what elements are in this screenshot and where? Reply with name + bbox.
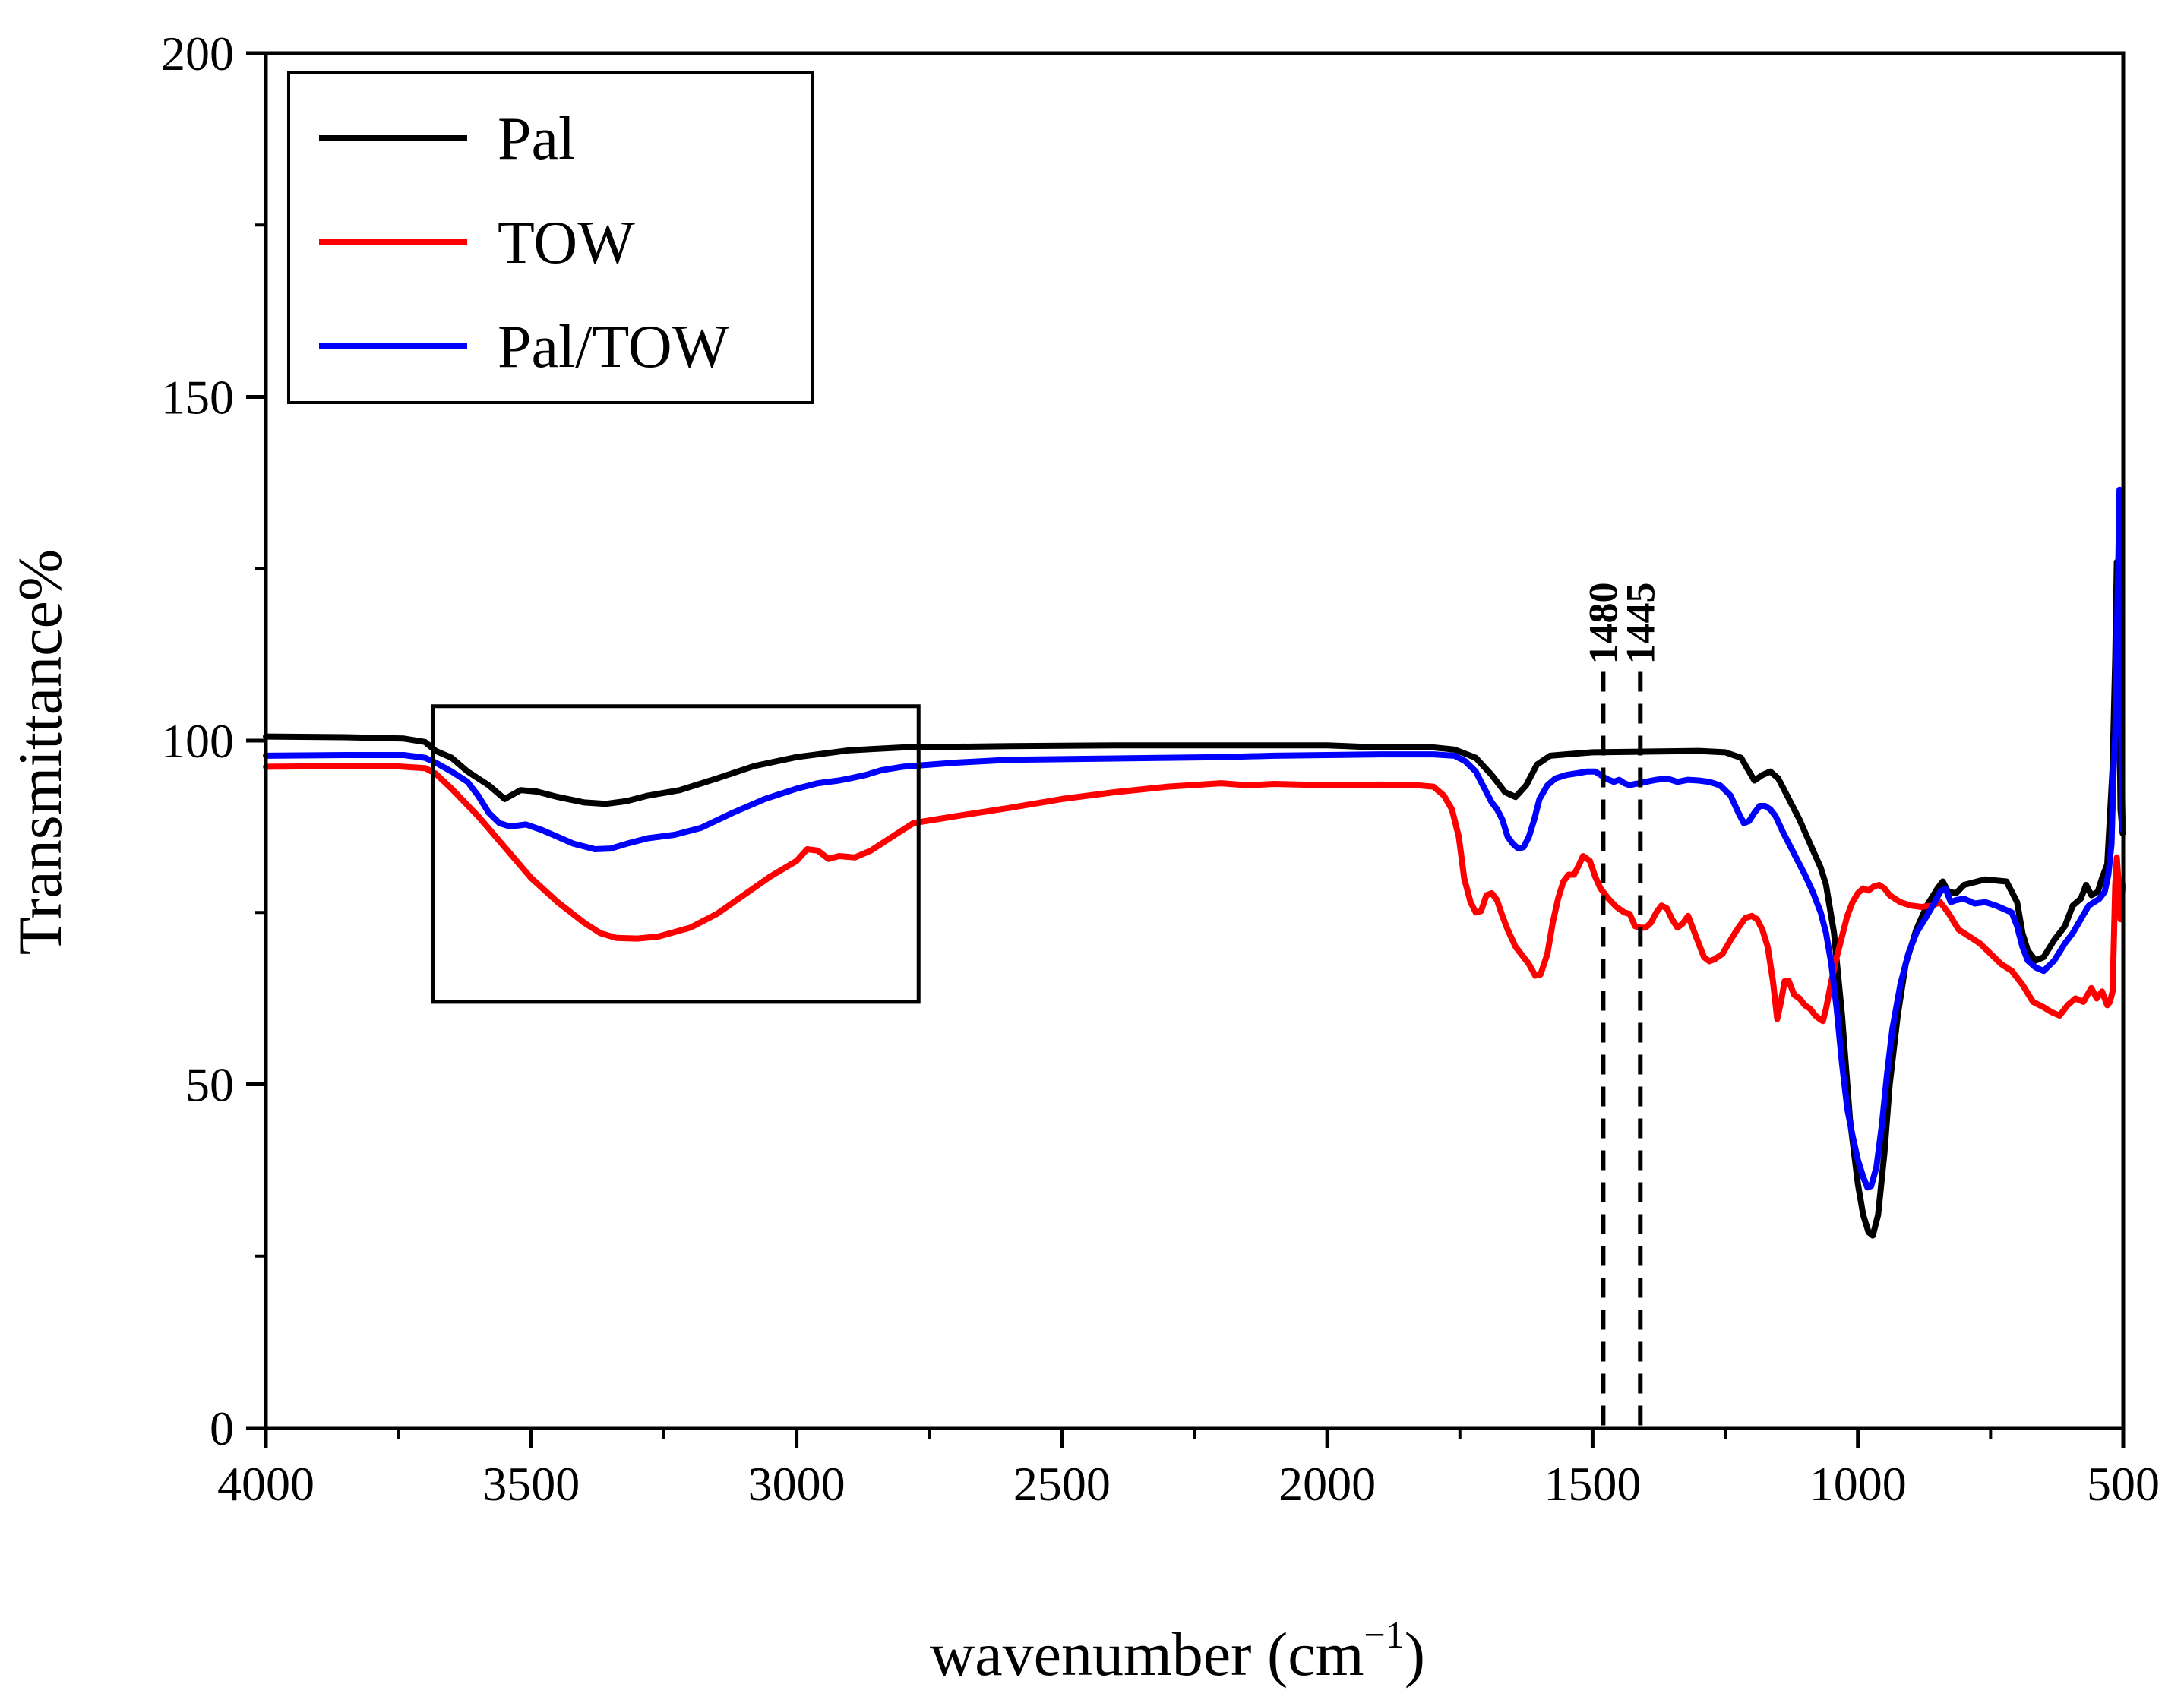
y-axis-title: Transmittance% [5,549,74,955]
x-axis-title-superscript: −1 [1364,1613,1404,1656]
legend-label-pal-tow: Pal/TOW [498,314,730,381]
y-tick-label-0: 0 [210,1401,234,1455]
x-axis-title-main: wavenumber (cm [930,1619,1364,1689]
marker-label-1445: 1445 [1617,583,1663,665]
legend-label-pal: Pal [498,106,575,172]
x-tick-label-1000: 1000 [1809,1457,1907,1511]
series-line-tow [263,763,2126,1025]
highlight-box [431,704,921,1004]
series-layer [263,486,2126,1239]
axes-layer: 4000 3500 3000 2500 2000 1500 1000 500 0 50 100 150… [161,27,2160,1511]
title-layer: Transmittance% wavenumber (cm−1) [5,549,1425,1689]
y-tick-label-100: 100 [161,714,234,768]
x-tick-label-4000: 4000 [217,1457,314,1511]
x-axis-title: wavenumber (cm−1) [930,1613,1425,1689]
marker-label-1480: 1480 [1580,583,1626,665]
series-line-pal [263,558,2126,1239]
y-tick-label-150: 150 [161,371,234,425]
x-tick-label-2500: 2500 [1013,1457,1111,1511]
series-line-pal-tow [263,486,2126,1191]
x-axis-title-close: ) [1405,1619,1425,1689]
y-tick-label-50: 50 [185,1058,234,1112]
x-tick-label-3000: 3000 [748,1457,845,1511]
legend-label-tow: TOW [498,210,635,276]
y-tick-label-200: 200 [161,27,234,81]
x-tick-label-3500: 3500 [482,1457,580,1511]
x-tick-label-1500: 1500 [1544,1457,1641,1511]
x-tick-label-500: 500 [2087,1457,2160,1511]
legend-layer: Pal TOW Pal/TOW [287,71,814,404]
x-tick-label-2000: 2000 [1278,1457,1376,1511]
